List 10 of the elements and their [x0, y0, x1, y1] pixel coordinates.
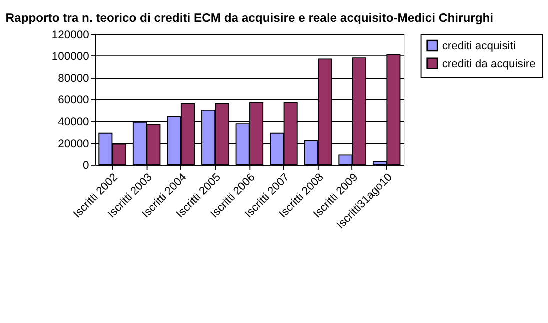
y-tick-label: 40000 — [58, 116, 90, 129]
y-tick-label: 60000 — [58, 94, 90, 107]
y-tick-label: 0 — [83, 160, 90, 172]
y-tick-label: 120000 — [52, 29, 90, 42]
y-tick-label: 80000 — [58, 72, 90, 85]
chart-title: Rapporto tra n. teorico di crediti ECM da acquisire e reale acquisito-Medici Chirurghi — [6, 10, 494, 25]
y-tick-label: 20000 — [58, 138, 90, 150]
legend-label: crediti acquisiti — [442, 40, 516, 52]
legend-label: crediti da acquisire — [442, 58, 536, 70]
y-tick-label: 100000 — [52, 51, 90, 64]
